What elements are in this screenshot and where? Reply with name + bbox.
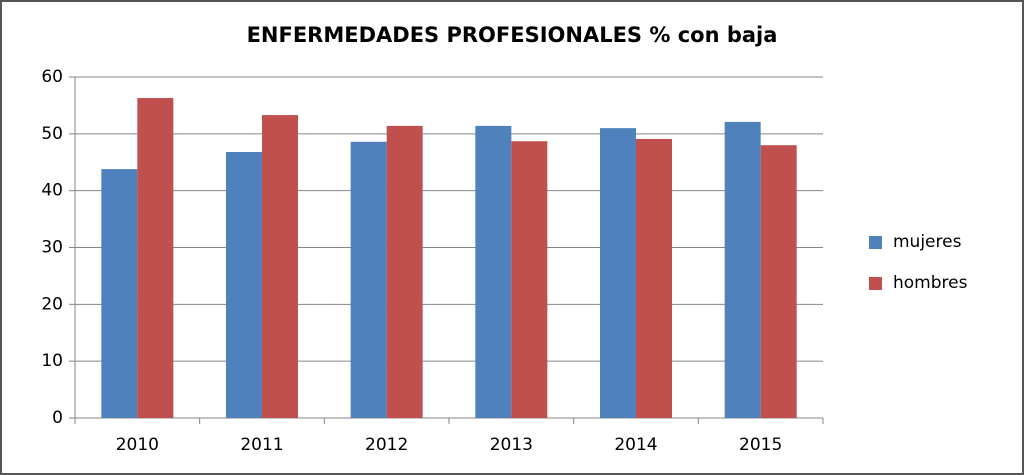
x-tick-label: 2015 xyxy=(739,435,782,455)
bar xyxy=(262,115,298,418)
y-tick-label: 20 xyxy=(41,294,63,314)
bar xyxy=(511,141,548,418)
y-tick-label: 50 xyxy=(41,124,63,144)
bar xyxy=(226,152,262,418)
legend-swatch xyxy=(869,236,882,249)
x-tick-label: 2013 xyxy=(490,435,533,455)
bar xyxy=(636,138,672,418)
y-tick-label: 0 xyxy=(52,408,63,428)
bar xyxy=(760,145,797,418)
bar xyxy=(137,98,174,419)
legend-label: mujeres xyxy=(893,232,962,252)
legend-label: hombres xyxy=(893,273,968,293)
x-tick-label: 2011 xyxy=(240,435,283,455)
x-tick-label: 2014 xyxy=(614,435,657,455)
bar xyxy=(724,121,761,419)
legend-swatch xyxy=(869,277,882,290)
bar xyxy=(386,125,423,419)
bar xyxy=(101,169,138,418)
x-tick-label: 2010 xyxy=(116,435,159,455)
bar xyxy=(600,128,636,418)
y-tick-label: 10 xyxy=(41,351,63,371)
chart-title: ENFERMEDADES PROFESIONALES % con baja xyxy=(247,23,778,47)
y-tick-label: 40 xyxy=(41,181,63,201)
bar xyxy=(475,125,512,419)
x-tick-label: 2012 xyxy=(365,435,408,455)
y-tick-label: 30 xyxy=(41,238,63,258)
y-tick-label: 60 xyxy=(41,67,63,87)
bar xyxy=(350,141,387,419)
